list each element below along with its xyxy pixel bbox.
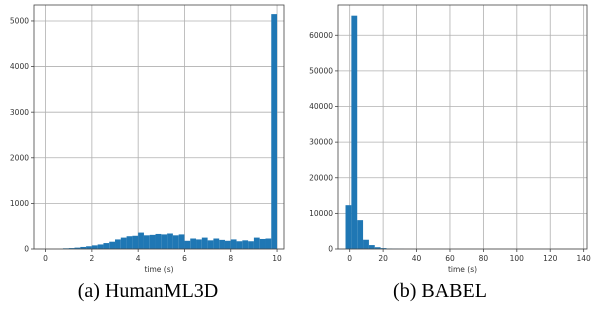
y-tick-label: 5000 — [10, 17, 29, 26]
histogram-bar — [132, 235, 139, 249]
histogram-bar — [248, 241, 254, 249]
histogram-bar — [143, 235, 150, 249]
x-tick-label: 6 — [182, 254, 187, 263]
histogram-bar — [196, 239, 202, 249]
x-tick-label: 0 — [43, 254, 48, 263]
histogram-bar — [357, 220, 364, 249]
histogram-bar — [253, 237, 260, 249]
histogram-bar — [363, 239, 369, 249]
x-tick-label: 4 — [136, 254, 141, 263]
histogram-bar — [149, 234, 156, 249]
histogram-bar — [74, 247, 81, 249]
histogram-bar — [224, 240, 231, 249]
x-tick-label: 40 — [412, 254, 422, 263]
histogram-bar — [184, 240, 191, 249]
histogram-bar — [161, 234, 168, 249]
y-tick-label: 2000 — [10, 153, 29, 162]
histogram-bar — [368, 245, 375, 249]
histogram-bar — [207, 240, 214, 249]
histogram-bar — [259, 238, 266, 249]
histogram-bar — [120, 237, 127, 249]
histogram-bar — [219, 239, 225, 249]
y-tick-label: 20000 — [309, 173, 333, 182]
x-axis-label: time (s) — [448, 265, 477, 274]
x-tick-label: 10 — [272, 254, 282, 263]
x-tick-label: 140 — [576, 254, 591, 263]
histogram-bar — [97, 244, 104, 249]
y-tick-label: 3000 — [10, 108, 29, 117]
histogram-bar — [167, 233, 173, 249]
x-tick-label: 80 — [479, 254, 489, 263]
histogram-bar — [242, 240, 249, 249]
y-tick-label: 40000 — [309, 102, 333, 111]
x-tick-label: 2 — [89, 254, 94, 263]
x-tick-label: 0 — [347, 254, 352, 263]
histogram-bar — [190, 238, 197, 249]
histogram-bar — [380, 248, 387, 249]
y-tick-label: 0 — [24, 245, 29, 254]
histogram-bar — [115, 239, 121, 249]
histogram-bar — [178, 234, 185, 249]
histogram-babel: 0 20 40 60 80 100 120 140 0 10000 20000 30000 40000 5… — [309, 4, 591, 274]
y-tick-label: 1000 — [10, 199, 29, 208]
histogram-bar — [213, 238, 220, 249]
x-axis-label: time (s) — [144, 265, 173, 274]
histogram-bar — [351, 15, 358, 250]
caption-babel: (b) BABEL — [393, 280, 487, 302]
histogram-bar — [126, 236, 133, 249]
x-tick-label: 60 — [445, 254, 455, 263]
y-tick-label: 30000 — [309, 138, 333, 147]
x-tick-label: 8 — [228, 254, 233, 263]
histogram-bar — [172, 235, 179, 249]
histogram-bar — [201, 237, 208, 249]
y-tick-label: 50000 — [309, 66, 333, 75]
x-tick-label: 20 — [378, 254, 388, 263]
y-tick-label: 60000 — [309, 31, 333, 40]
histogram-bar — [265, 238, 272, 249]
histogram-bar — [271, 14, 278, 250]
histogram-bar — [236, 241, 243, 249]
y-tick-label: 0 — [328, 245, 333, 254]
histogram-bar — [345, 205, 352, 249]
histogram-bar — [86, 246, 92, 249]
x-tick-label: 120 — [543, 254, 558, 263]
y-tick-label: 4000 — [10, 62, 29, 71]
histogram-bar — [109, 241, 116, 249]
histogram-bar — [374, 247, 381, 249]
histogram-bar — [103, 243, 110, 249]
histogram-bar — [138, 232, 144, 249]
histogram-bar — [80, 246, 87, 249]
histogram-bar — [91, 245, 98, 249]
caption-humanml3d: (a) HumanML3D — [77, 280, 219, 302]
x-tick-label: 100 — [510, 254, 525, 263]
histogram-humanml3d: 0 2 4 6 8 10 0 1000 2000 3000 4000 5000 time (s) — [10, 4, 285, 274]
histogram-bar — [230, 239, 237, 249]
histogram-bar — [155, 233, 162, 249]
histogram-bar — [68, 248, 75, 249]
plot-frame — [33, 4, 285, 250]
y-tick-label: 10000 — [309, 209, 333, 218]
plot-frame — [337, 4, 588, 250]
